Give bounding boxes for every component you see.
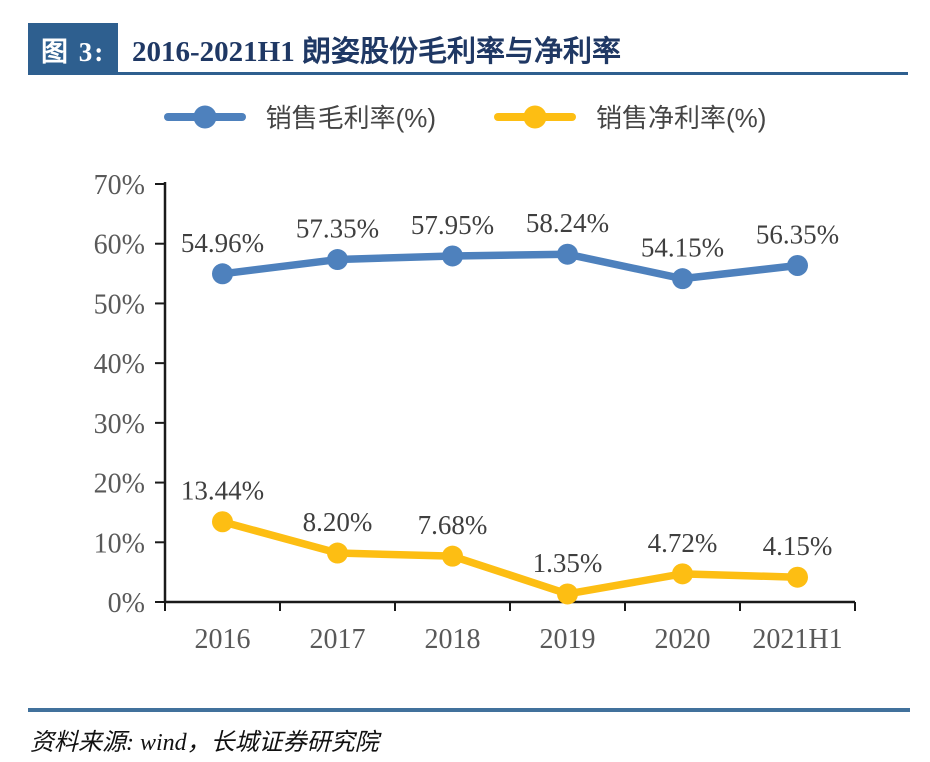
legend-label-gross-margin: 销售毛利率(%): [265, 103, 436, 133]
x-axis-label: 2016: [195, 624, 251, 655]
data-label: 54.15%: [641, 233, 724, 263]
data-point: [327, 542, 348, 564]
y-axis-tick-label: 60%: [94, 230, 145, 261]
x-axis-label: 2017: [310, 624, 366, 655]
y-axis-tick-label: 50%: [94, 289, 145, 320]
data-point: [672, 563, 693, 585]
data-point: [787, 255, 808, 277]
figure-number-label: 图 3:: [41, 36, 106, 67]
data-label: 57.35%: [296, 214, 379, 244]
x-axis-label: 2019: [540, 624, 596, 655]
data-point: [442, 245, 463, 267]
data-point: [212, 263, 233, 285]
data-label: 58.24%: [526, 208, 609, 238]
figure-number-badge: 图 3:: [28, 23, 119, 75]
y-axis-tick-label: 40%: [94, 349, 145, 380]
data-label: 1.35%: [533, 548, 603, 578]
legend-label-net-margin: 销售净利率(%): [596, 103, 767, 133]
data-point: [557, 583, 578, 605]
data-point: [442, 545, 463, 567]
y-axis-tick-label: 0%: [108, 588, 145, 619]
data-label: 54.96%: [181, 228, 264, 258]
series-line-0: [218, 250, 802, 283]
data-label: 4.72%: [648, 528, 718, 558]
data-label: 13.44%: [181, 476, 264, 506]
data-source-note: 资料来源: wind，长城证券研究院: [30, 730, 379, 756]
line-marker-icon: [494, 105, 576, 128]
data-point: [672, 268, 693, 290]
data-label: 7.68%: [418, 510, 488, 540]
x-axis-label: 2020: [655, 624, 711, 655]
data-label: 8.20%: [303, 507, 373, 537]
data-point: [327, 249, 348, 271]
y-axis-tick-label: 70%: [94, 170, 145, 201]
data-point: [212, 511, 233, 533]
series-line-1: [218, 517, 802, 598]
data-label: 56.35%: [756, 220, 839, 250]
y-axis-tick-label: 30%: [94, 409, 145, 440]
data-label: 57.95%: [411, 210, 494, 240]
header-divider-line: [28, 72, 908, 75]
legend-item-net-margin: 销售净利率(%): [494, 98, 766, 135]
line-marker-icon: [163, 105, 246, 128]
data-point: [787, 566, 808, 588]
x-axis-label: 2018: [425, 624, 481, 655]
footer-divider-line: [28, 708, 910, 712]
chart-title: 2016-2021H1 朗姿股份毛利率与净利率: [132, 36, 621, 68]
margin-trend-line-chart: 0% 10% 20% 30% 40% 50% 60% 70% 2016 2017 2018 2019 2…: [94, 170, 856, 655]
data-point: [557, 243, 578, 265]
y-axis-tick-label: 20%: [94, 469, 145, 500]
data-label: 4.15%: [763, 531, 833, 561]
y-axis-tick-label: 10%: [94, 528, 145, 559]
legend-item-gross-margin: 销售毛利率(%): [163, 98, 436, 135]
legend: 销售毛利率(%) 销售净利率(%): [0, 98, 930, 135]
x-axis-label: 2021H1: [752, 624, 842, 655]
